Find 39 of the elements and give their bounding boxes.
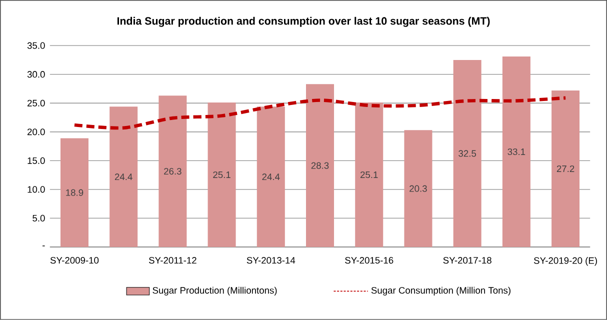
line-series: [72, 96, 568, 130]
bar: [110, 106, 138, 248]
legend-label: Sugar Production (Milliontons): [152, 286, 277, 296]
data-label: 25.1: [213, 172, 230, 178]
y-tick-label: 10.0: [28, 186, 45, 193]
y-tick-label: 30.0: [27, 71, 45, 78]
y-tick-label: 5.0: [32, 214, 45, 222]
bar: [306, 84, 334, 248]
bar: [208, 102, 236, 248]
y-tick-label: 15.0: [28, 157, 45, 164]
bar: [502, 56, 530, 248]
data-label: 26.3: [164, 168, 182, 175]
x-tick-label: SY-2009-10: [50, 257, 99, 264]
data-label: 24.4: [114, 174, 132, 180]
y-tick-label: 35.0: [27, 42, 45, 49]
chart-title: India Sugar production and consumption over last 10 sugar seasons (MT): [117, 16, 490, 27]
bar: [256, 106, 285, 248]
data-label: 28.3: [311, 162, 329, 169]
data-label: 20.3: [410, 185, 427, 192]
data-label: 32.5: [458, 150, 476, 157]
legend-label: Sugar Consumption (Million Tons): [371, 286, 510, 296]
bar: [404, 130, 432, 248]
bar: [453, 60, 482, 248]
x-tick-label: SY-2019-20 (E): [534, 257, 597, 266]
data-label: 24.4: [262, 174, 280, 180]
bar: [158, 96, 187, 248]
bar: [552, 90, 580, 248]
data-label: 25.1: [360, 172, 378, 178]
y-tick-label: 20.0: [28, 128, 45, 136]
data-label: 18.9: [66, 189, 84, 196]
x-tick-label: SY-2015-16: [345, 257, 394, 264]
x-tick-label: SY-2017-18: [443, 257, 492, 264]
bar: [355, 102, 384, 248]
data-label: 33.1: [508, 148, 526, 156]
bar: [60, 138, 88, 248]
x-tick-label: SY-2013-14: [246, 257, 296, 264]
x-tick-label: SY-2011-12: [148, 257, 196, 264]
y-tick-label: 25.0: [28, 100, 45, 106]
data-label: 27.2: [556, 166, 574, 172]
